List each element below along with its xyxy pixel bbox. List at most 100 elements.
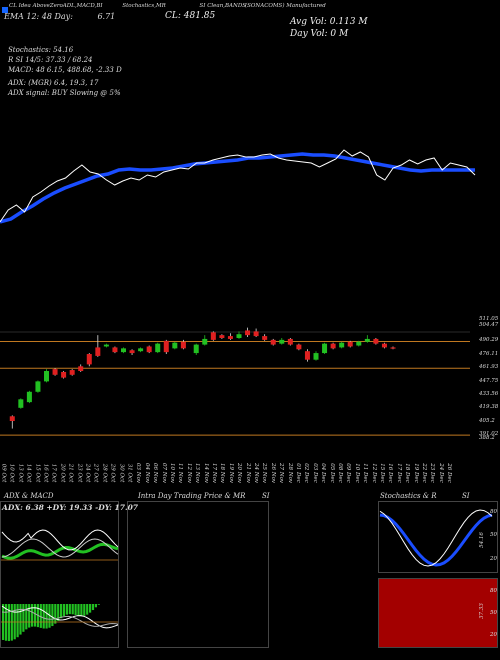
candle-body (253, 331, 259, 337)
candle-body (202, 338, 208, 345)
candle-body (381, 343, 387, 348)
stochastics-text: Stochastics: 54.16 (8, 46, 74, 54)
macd-signal-line (1, 608, 119, 627)
date-tick: 10 Dec (353, 463, 360, 483)
macd-bar (57, 604, 60, 621)
intraday-panel (127, 501, 269, 648)
date-tick: 10 Nov (168, 463, 175, 483)
macd-bar (51, 604, 54, 627)
intraday-si: SI (262, 492, 270, 500)
macd-bar (89, 604, 92, 613)
white-price-line (0, 149, 476, 223)
macd-bar (48, 604, 51, 628)
date-tick: 22 Dec (420, 463, 427, 483)
macd-bar (94, 604, 97, 608)
date-tick: 21 Nov (244, 463, 251, 483)
candle-body (347, 341, 353, 347)
date-tick: 04 Nov (143, 463, 150, 483)
date-tick: 08 Dec (336, 463, 343, 483)
date-tick: 26 Dec (445, 463, 452, 483)
price-tick: 433.56 (479, 391, 499, 397)
candle-body (245, 330, 251, 336)
candle-body (69, 370, 75, 375)
macd-bar (68, 604, 71, 615)
date-tick: 05 Dec (328, 463, 335, 483)
macd-bar (42, 604, 45, 629)
adx-white-line (1, 529, 119, 551)
macd-bar (54, 604, 57, 624)
day-vol: Day Vol: 0 M (290, 29, 349, 39)
macd-bar (91, 604, 95, 611)
macd-bar (7, 604, 10, 642)
price-tick: 388.2 (479, 435, 495, 441)
date-tick: 11 Nov (177, 463, 184, 483)
date-tick: 24 Dec (437, 463, 444, 483)
candle-body (172, 342, 178, 349)
date-tick: 09 Dec (345, 463, 352, 483)
si-value: 37.33 (478, 603, 485, 619)
candle-body (322, 343, 328, 354)
macd-bar (45, 604, 48, 629)
date-tick: 30 Oct (117, 463, 124, 483)
price-tick: 504.47 (479, 322, 499, 328)
candle-body (219, 335, 225, 338)
price-tick: 476.11 (479, 350, 499, 357)
adx-panel (0, 501, 119, 648)
date-tick: 23 Dec (429, 463, 436, 483)
stoch-white-line (379, 509, 493, 567)
intraday-title: Intra Day Trading Price & MR (138, 492, 246, 500)
price-tick: 490.29 (479, 337, 499, 344)
candle-body (180, 341, 186, 349)
candle-body (304, 351, 310, 360)
candle-body (373, 338, 379, 344)
candle-body (364, 338, 370, 342)
candle-body (26, 391, 32, 403)
date-tick: 16 Oct (42, 463, 49, 483)
macd-bar (19, 604, 22, 635)
macd-bar (77, 604, 80, 616)
macd-bar (86, 604, 89, 615)
candle-body (52, 369, 58, 375)
macd-bar (71, 604, 74, 615)
date-tick: 23 Oct (75, 463, 82, 483)
candle-body (112, 347, 118, 353)
date-tick: 28 Nov (286, 463, 293, 483)
candle-body (262, 336, 268, 340)
date-tick: 09 Oct (0, 463, 7, 483)
date-tick: 16 Dec (387, 463, 394, 483)
price-tick: 461.93 (479, 364, 499, 371)
date-tick: 19 Dec (412, 463, 419, 483)
macd-bar (60, 604, 63, 619)
candle-body (9, 416, 15, 422)
date-tick: 20 Oct (59, 463, 66, 483)
adx-macd-title: ADX & MACD (4, 492, 54, 500)
candle-body (138, 348, 144, 352)
adx-signal-text: ADX signal: BUY Slowing @ 5% (8, 89, 121, 97)
candle-body (86, 354, 92, 365)
candle-body (35, 381, 41, 392)
macd-bar (65, 604, 68, 615)
price-tick: 405.2 (479, 417, 495, 424)
candle-body (356, 341, 362, 346)
candle-body (193, 344, 199, 354)
macd-bar (31, 604, 34, 627)
date-tick: 21 Oct (67, 463, 74, 483)
stoch-tick-20: 20 (490, 556, 497, 562)
date-tick: 02 Dec (303, 463, 310, 483)
date-tick: 29 Oct (109, 463, 116, 483)
stoch-tick-80: 80 (490, 509, 497, 515)
macd-line (1, 605, 119, 629)
date-tick: 12 Dec (370, 463, 377, 483)
candle-body (390, 347, 396, 349)
date-tick: 10 Oct (8, 463, 15, 483)
candle-body (18, 399, 24, 408)
adx-text: ADX: (MGR) 6.4, 19.3, 17 (8, 79, 99, 87)
candle-body (227, 336, 233, 339)
date-tick: 06 Nov (152, 463, 159, 483)
adx-values: ADX: 6.38 +DY: 19.33 -DY: 17.07 (2, 503, 138, 512)
date-tick: 26 Nov (269, 463, 276, 483)
stoch-si: SI (462, 492, 470, 500)
candle-body (103, 344, 109, 347)
symbol-title: (SONACOMS) Manufactured (245, 3, 326, 9)
price-tick: 391.02 (479, 431, 499, 438)
